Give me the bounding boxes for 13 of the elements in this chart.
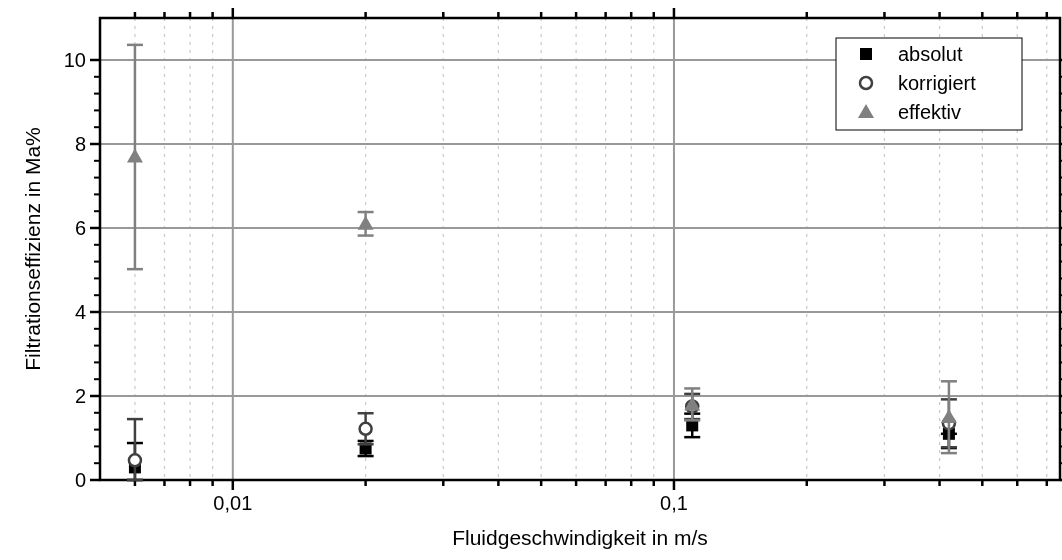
y-tick-label: 2 [74, 385, 86, 407]
y-tick-label: 6 [74, 217, 86, 239]
y-tick-label: 10 [63, 49, 86, 71]
y-tick-label: 0 [74, 469, 86, 491]
legend-label: korrigiert [898, 72, 977, 94]
x-axis-title: Fluidgeschwindigkeit in m/s [452, 526, 708, 549]
x-tick-label: 0,1 [660, 492, 688, 514]
legend-label: effektiv [898, 101, 961, 123]
x-tick-label: 0,01 [213, 492, 253, 514]
legend-label: absolut [898, 43, 963, 65]
y-axis-title: Filtrationseffizienz in Ma% [21, 127, 44, 371]
y-tick-label: 8 [74, 133, 86, 155]
y-tick-label: 4 [74, 301, 86, 323]
